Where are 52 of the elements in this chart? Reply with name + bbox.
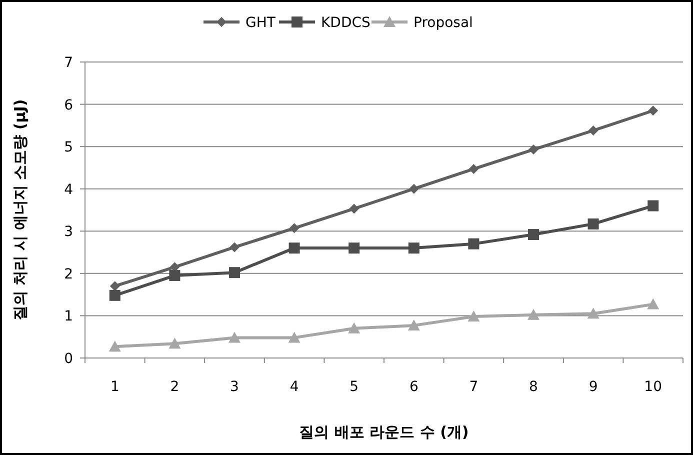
- point: [349, 204, 360, 214]
- x-tick-label: 1: [110, 379, 120, 395]
- point: [230, 242, 240, 252]
- point: [528, 229, 539, 240]
- x-tick-label: 3: [230, 379, 239, 395]
- y-tick-label: 0: [64, 351, 73, 367]
- x-tick-label: 5: [350, 379, 359, 395]
- x-tick-label: 10: [644, 379, 662, 395]
- point: [110, 281, 120, 292]
- point: [648, 106, 658, 116]
- point: [408, 242, 420, 254]
- point: [587, 308, 600, 319]
- point: [108, 340, 121, 352]
- y-tick-label: 5: [64, 140, 73, 156]
- point: [169, 270, 180, 282]
- y-tick-label: 7: [64, 55, 73, 71]
- point: [408, 184, 419, 194]
- point: [229, 267, 240, 278]
- point: [408, 319, 420, 330]
- point: [288, 242, 300, 254]
- point: [168, 338, 181, 349]
- y-tick-label: 4: [64, 182, 74, 198]
- legend-label: Proposal: [414, 15, 473, 31]
- point: [588, 218, 599, 230]
- y-axis-title: 질의 처리 시 에너지 소모량 (μJ): [11, 99, 29, 321]
- y-tick-label: 2: [64, 266, 73, 282]
- x-tick-label: 9: [588, 379, 598, 395]
- legend-label: KDDCS: [321, 15, 371, 31]
- point: [528, 144, 538, 155]
- point: [588, 126, 598, 136]
- point: [289, 223, 300, 234]
- point: [228, 332, 240, 343]
- x-tick-label: 7: [469, 379, 478, 395]
- legend-label: GHT: [246, 15, 276, 31]
- point: [348, 242, 360, 254]
- y-tick-label: 3: [64, 224, 73, 240]
- point: [348, 322, 360, 334]
- y-tick-label: 6: [64, 97, 74, 114]
- point: [528, 308, 540, 320]
- x-tick-label: 8: [529, 379, 538, 395]
- x-tick-label: 4: [290, 379, 299, 395]
- x-tick-label: 2: [170, 379, 180, 395]
- x-tick-label: 6: [409, 379, 418, 395]
- y-tick-label: 1: [64, 308, 73, 325]
- point: [468, 310, 480, 322]
- point: [468, 164, 479, 174]
- x-axis-title: 질의 배포 라운드 수 (개): [299, 423, 469, 441]
- point: [647, 298, 660, 310]
- point: [468, 238, 480, 250]
- point: [109, 290, 120, 301]
- point: [288, 332, 300, 343]
- point: [648, 200, 659, 212]
